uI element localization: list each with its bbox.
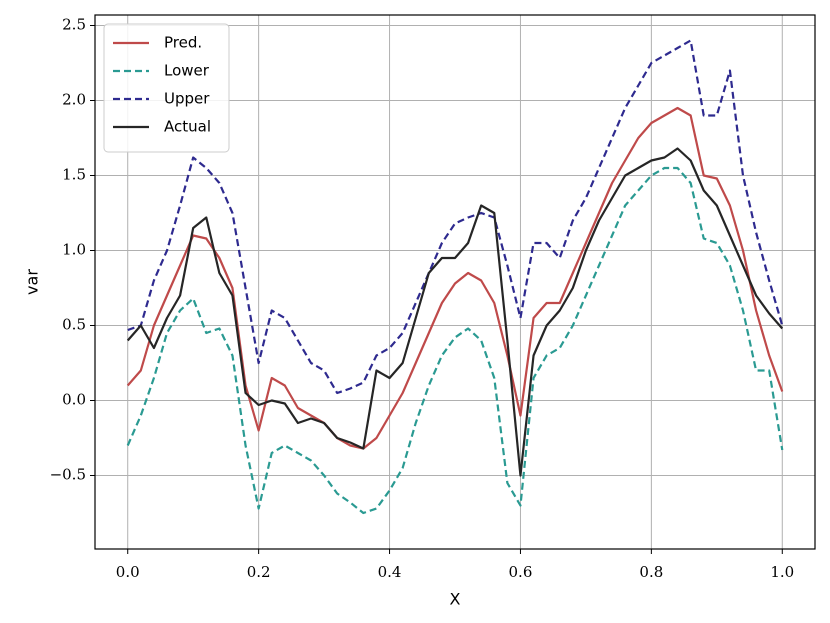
x-tick-label: 0.8 xyxy=(639,563,663,581)
y-tick-label: 0.5 xyxy=(62,316,86,334)
x-tick-label: 0.4 xyxy=(378,563,402,581)
y-tick-label: 2.5 xyxy=(62,16,86,34)
x-tick-label: 0.2 xyxy=(247,563,271,581)
x-axis-label: X xyxy=(450,590,461,609)
series-line xyxy=(126,106,784,450)
y-tick-label: 2.0 xyxy=(62,91,86,109)
legend-label: Actual xyxy=(164,118,211,136)
y-tick-label: 0.0 xyxy=(62,391,86,409)
y-tick-label: 1.0 xyxy=(62,241,86,259)
y-tick-label: −0.5 xyxy=(50,466,86,484)
legend-label: Lower xyxy=(164,62,210,80)
legend-box xyxy=(103,23,230,153)
y-tick-label: 1.5 xyxy=(62,166,86,184)
y-axis-label: var xyxy=(23,269,42,295)
series-line xyxy=(126,166,784,515)
legend-label: Upper xyxy=(164,90,210,108)
series-line xyxy=(126,147,784,477)
x-tick-label: 0.0 xyxy=(116,563,140,581)
axes-frame xyxy=(94,14,816,550)
x-tick-label: 1.0 xyxy=(770,563,794,581)
x-tick-label: 0.6 xyxy=(509,563,533,581)
legend-label: Pred. xyxy=(164,34,202,52)
